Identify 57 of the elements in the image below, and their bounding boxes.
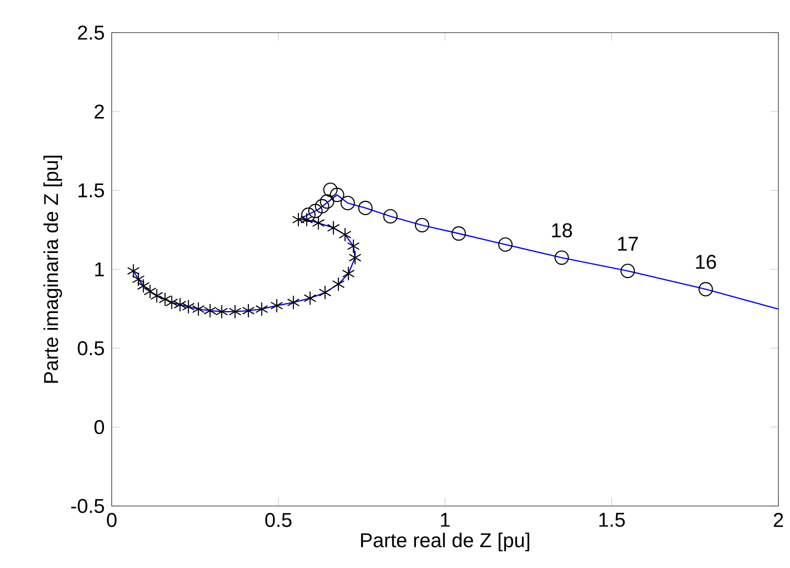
point bbox=[330, 188, 344, 202]
y-tick-label: 2 bbox=[94, 104, 104, 119]
x-tick-label: 1.5 bbox=[599, 512, 625, 527]
point bbox=[144, 284, 156, 299]
point bbox=[204, 303, 216, 318]
point bbox=[304, 291, 316, 306]
y-axis-title: Parte imaginaria de Z [pu] bbox=[43, 156, 62, 383]
point bbox=[301, 208, 316, 222]
annotation: 18 bbox=[552, 223, 572, 238]
point bbox=[270, 298, 284, 313]
y-tick-label: 1 bbox=[95, 262, 104, 276]
point bbox=[332, 276, 345, 292]
point bbox=[174, 297, 186, 312]
x-tick-label: 0.5 bbox=[265, 512, 292, 528]
point bbox=[452, 226, 466, 241]
point bbox=[320, 194, 334, 209]
point bbox=[340, 196, 355, 210]
x-tick-label: 0 bbox=[106, 512, 117, 528]
point bbox=[308, 204, 323, 218]
point bbox=[314, 199, 330, 214]
x-tick-label: 1 bbox=[441, 512, 450, 527]
point bbox=[620, 264, 635, 278]
point bbox=[414, 218, 430, 232]
point bbox=[383, 209, 398, 224]
point bbox=[242, 303, 255, 318]
point bbox=[137, 278, 150, 294]
point bbox=[158, 292, 172, 307]
point bbox=[348, 250, 362, 265]
point bbox=[358, 200, 373, 216]
point bbox=[215, 304, 228, 319]
point bbox=[312, 216, 325, 230]
x-tick-label: 2 bbox=[774, 512, 783, 527]
point bbox=[192, 302, 205, 316]
point bbox=[287, 295, 300, 310]
y-tick-label: -0.5 bbox=[71, 498, 104, 514]
point bbox=[327, 220, 340, 236]
point bbox=[292, 212, 305, 227]
point bbox=[323, 182, 338, 198]
y-tick-label: 0.5 bbox=[78, 341, 104, 356]
point bbox=[554, 250, 569, 265]
point bbox=[318, 285, 332, 300]
annotation: 16 bbox=[696, 254, 716, 269]
point bbox=[182, 300, 195, 314]
x-axis-title: Parte real de Z [pu] bbox=[361, 532, 530, 552]
annotation: 17 bbox=[618, 236, 638, 251]
point bbox=[342, 266, 355, 281]
point bbox=[150, 288, 164, 304]
point bbox=[165, 295, 178, 310]
point bbox=[300, 212, 314, 227]
y-tick-label: 0 bbox=[94, 420, 104, 434]
point bbox=[698, 282, 713, 296]
y-tick-label: 1.5 bbox=[78, 183, 104, 198]
line-series bbox=[132, 194, 779, 312]
point bbox=[498, 237, 513, 252]
y-tick-label: 2.5 bbox=[78, 26, 104, 40]
point bbox=[228, 304, 242, 319]
point bbox=[255, 302, 268, 316]
